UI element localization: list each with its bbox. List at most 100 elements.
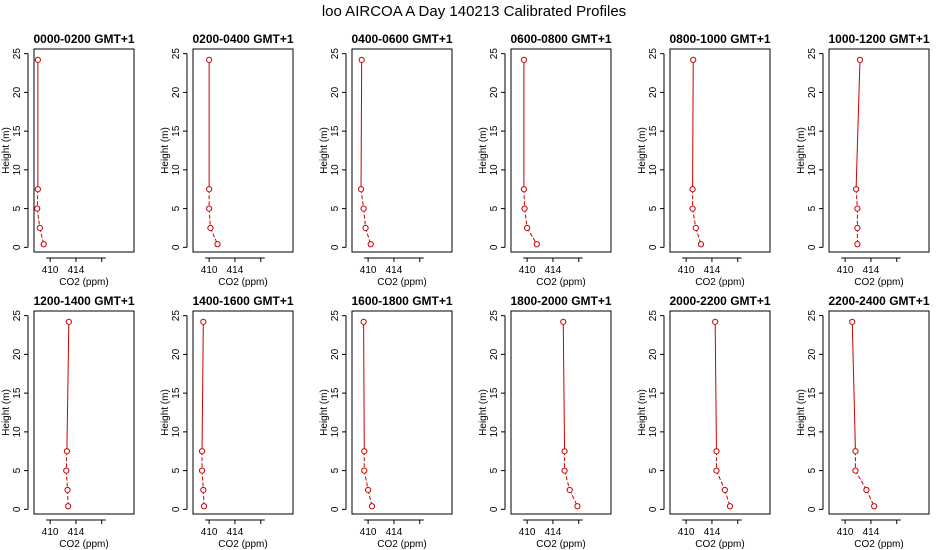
panel-title: 0000-0200 GMT+1	[33, 32, 134, 46]
x-tick-label: 410	[837, 527, 854, 538]
y-axis-label: Height (m)	[160, 127, 171, 174]
y-tick-label: 0	[489, 244, 500, 250]
y-tick-label: 15	[330, 125, 341, 137]
profile-segment	[855, 59, 861, 190]
x-tick-label: 410	[678, 265, 695, 276]
x-tick-label: 414	[704, 265, 721, 276]
x-tick-label: 410	[42, 527, 59, 538]
y-tick-label: 20	[807, 86, 818, 98]
y-tick-label: 5	[12, 467, 23, 473]
x-axis-label: CO2 (ppm)	[59, 539, 108, 550]
profile-segment	[36, 189, 39, 209]
y-tick-label: 20	[330, 86, 341, 98]
y-tick-label: 15	[12, 125, 23, 137]
x-axis-label: CO2 (ppm)	[695, 277, 744, 288]
profile-segment	[564, 470, 571, 491]
profile-segment	[360, 189, 365, 209]
data-point	[65, 503, 72, 510]
data-point	[40, 241, 47, 248]
x-tick-label: 414	[386, 265, 403, 276]
data-point	[713, 467, 720, 474]
y-tick-label: 15	[489, 387, 500, 399]
panel: 1000-1200 GMT+1 0 5 10 15 20 25 Height (m) 410 41…	[796, 32, 930, 288]
data-point	[520, 186, 528, 193]
x-tick-label: 410	[519, 265, 536, 276]
y-tick-label: 25	[807, 310, 818, 322]
y-tick-label: 0	[648, 506, 659, 512]
profile-segment	[714, 321, 717, 452]
y-tick-label: 25	[12, 310, 23, 322]
y-axis-label: Height (m)	[796, 127, 807, 174]
y-tick-label: 5	[330, 467, 341, 473]
y-tick-label: 25	[648, 310, 659, 322]
y-tick-label: 10	[489, 164, 500, 176]
data-point	[200, 503, 208, 510]
y-tick-label: 5	[489, 205, 500, 211]
profile-segment	[363, 321, 365, 452]
panel: 0800-1000 GMT+1 0 5 10 15 20 25 Height (m) 410 41…	[637, 32, 771, 288]
y-tick-label: 15	[330, 387, 341, 399]
y-tick-label: 5	[171, 205, 182, 211]
x-tick-label: 410	[837, 265, 854, 276]
y-tick-label: 25	[330, 310, 341, 322]
data-point	[206, 56, 213, 63]
y-tick-label: 15	[171, 125, 182, 137]
y-tick-label: 25	[807, 48, 818, 60]
data-point	[200, 318, 207, 325]
y-axis-label: Height (m)	[478, 389, 489, 436]
plot-frame	[669, 310, 771, 515]
x-axis-label: CO2 (ppm)	[377, 539, 426, 550]
data-point	[521, 205, 528, 212]
panel-title: 1200-1400 GMT+1	[33, 294, 134, 308]
plot-frame	[669, 48, 771, 253]
panel: 1800-2000 GMT+1 0 5 10 15 20 25 Height (m) 410 41…	[478, 294, 612, 550]
panel-title: 1000-1200 GMT+1	[828, 32, 929, 46]
y-axis-label: Height (m)	[478, 127, 489, 174]
profile-segment	[524, 208, 528, 229]
x-axis-label: CO2 (ppm)	[218, 539, 267, 550]
x-tick-label: 414	[545, 265, 562, 276]
y-tick-label: 10	[330, 164, 341, 176]
y-axis-label: Height (m)	[1, 127, 12, 174]
x-tick-label: 410	[42, 265, 59, 276]
data-point	[367, 241, 374, 248]
data-point	[362, 224, 369, 232]
panel: 1400-1600 GMT+1 0 5 10 15 20 25 Height (m) 410 41…	[160, 294, 294, 550]
profile-segment	[526, 227, 538, 245]
plot-frame	[828, 310, 930, 515]
data-point	[63, 467, 70, 474]
y-tick-label: 0	[12, 244, 23, 250]
data-point	[358, 56, 365, 63]
y-tick-label: 15	[171, 387, 182, 399]
y-axis-label: Height (m)	[319, 127, 330, 174]
data-point	[361, 448, 368, 455]
y-tick-label: 10	[807, 426, 818, 438]
data-point	[689, 186, 696, 193]
y-tick-label: 0	[171, 244, 182, 250]
data-point	[34, 56, 41, 63]
data-point	[863, 486, 870, 494]
y-axis-label: Height (m)	[637, 389, 648, 436]
y-tick-label: 10	[648, 426, 659, 438]
y-tick-label: 25	[330, 48, 341, 60]
data-point	[854, 205, 861, 212]
y-tick-label: 10	[171, 426, 182, 438]
x-tick-label: 414	[68, 527, 85, 538]
y-tick-label: 0	[330, 506, 341, 512]
data-point	[721, 486, 728, 494]
y-tick-label: 15	[489, 125, 500, 137]
y-tick-label: 15	[12, 387, 23, 399]
y-tick-label: 0	[807, 244, 818, 250]
panel-title: 0400-0600 GMT+1	[351, 32, 452, 46]
y-axis-label: Height (m)	[1, 389, 12, 436]
x-tick-label: 414	[704, 527, 721, 538]
panel: 1600-1800 GMT+1 0 5 10 15 20 25 Height (m) 410 41…	[319, 294, 453, 550]
y-tick-label: 10	[12, 426, 23, 438]
y-axis-label: Height (m)	[319, 389, 330, 436]
data-point	[854, 241, 861, 248]
data-point	[214, 241, 221, 248]
data-point	[560, 318, 567, 325]
panels-grid: 0000-0200 GMT+1 0 5 10 15 20 25 Height (m) 410 41…	[1, 32, 930, 550]
profile-segment	[201, 321, 204, 452]
panel: 0000-0200 GMT+1 0 5 10 15 20 25 Height (m) 410 41…	[1, 32, 135, 288]
